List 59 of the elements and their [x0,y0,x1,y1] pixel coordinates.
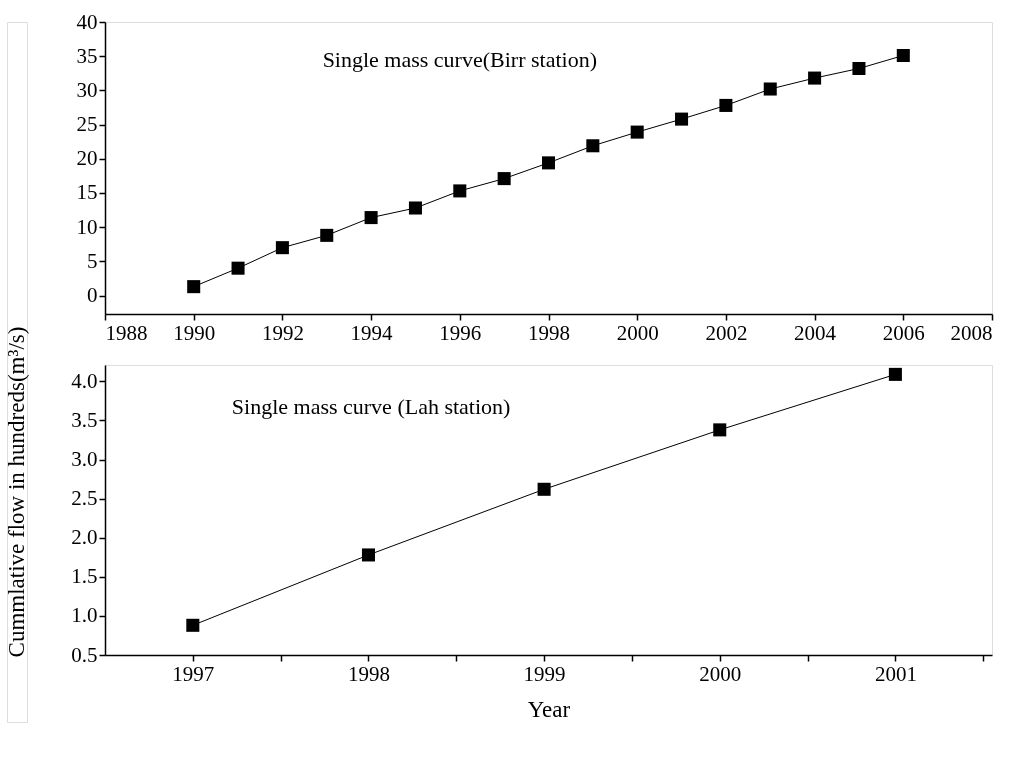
point [187,280,201,294]
y-tick-label: 2.5 [71,486,98,511]
y-tick-label: 1.5 [71,564,98,589]
y-tick-label: 20 [76,146,98,171]
y-tick-label: 0 [87,283,98,308]
x-tick-label: 1999 [523,661,566,686]
x-tick-label: 1998 [347,661,390,686]
point [231,261,245,275]
x-tick-label: 2001 [874,661,917,686]
y-tick-label: 35 [76,43,98,68]
point [675,112,689,126]
text: Single mass curve (Lah station) [231,394,511,419]
x-tick-label: 1996 [439,320,482,345]
x-tick-label: 1990 [173,320,216,345]
point [537,482,551,496]
point [186,618,200,632]
point [630,125,644,139]
y-tick-label: 40 [76,9,98,34]
point [888,367,902,381]
y-tick-label: 1.0 [71,603,98,628]
x-tick-label: 1988 [105,320,148,345]
y-tick-label: 30 [76,77,98,102]
x-tick-label: 2006 [882,320,925,345]
point [896,48,910,63]
x-tick-label: 2008 [950,320,993,345]
point [497,172,511,186]
y-axis-title: Cummlative flow in hundreds(m³/s) [4,326,29,658]
y-tick-label: 3.0 [71,447,98,472]
point [763,82,777,96]
x-tick-label: 1997 [172,661,215,686]
text: Single mass curve(Birr station) [322,47,597,72]
x-tick-label: 2000 [699,661,742,686]
y-tick-label: 5 [87,248,98,273]
y-tick-label: 25 [76,112,98,137]
point [713,423,727,437]
point [719,98,733,112]
x-tick-label: 1998 [528,320,570,345]
x-tick-label: 1992 [261,320,304,345]
point [541,156,556,170]
x-tick-label: 1994 [350,320,394,345]
x-tick-label: 2004 [794,320,837,345]
point [453,184,467,198]
point [361,548,375,562]
point [320,228,334,242]
x-tick-label: 2002 [705,320,748,345]
y-tick-label: 2.0 [71,525,98,550]
y-tick-label: 0.5 [71,642,98,667]
x-axis-title: Year [527,696,571,722]
point [408,201,422,215]
point [808,71,822,85]
point [852,61,866,76]
y-tick-label: 15 [76,180,98,205]
y-tick-label: 10 [76,214,98,239]
point [586,139,600,153]
y-tick-label: 3.5 [71,408,98,432]
y-tick-label: 4.0 [71,368,98,393]
x-tick-label: 2000 [616,320,659,345]
point [275,241,289,255]
point [364,211,378,225]
